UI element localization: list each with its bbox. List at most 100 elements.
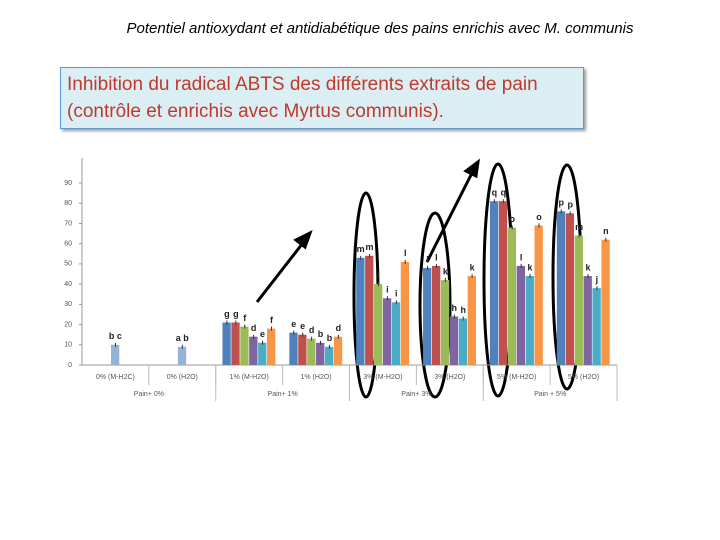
significance-letter: l <box>520 252 523 262</box>
bar <box>324 346 334 365</box>
bar <box>298 334 307 365</box>
significance-letter: e <box>300 321 305 331</box>
significance-letter: p <box>567 200 573 210</box>
significance-letter: m <box>357 244 365 254</box>
significance-letter: f <box>270 315 274 325</box>
bar <box>507 227 517 365</box>
y-tick-label: 0 <box>68 362 72 369</box>
x-tick-label: 3% (H2O) <box>434 374 465 381</box>
significance-letter: i <box>377 270 380 280</box>
significance-letter: l <box>404 248 407 258</box>
bar <box>489 201 499 365</box>
significance-letter: l <box>435 252 438 262</box>
x-tick-label: 5% (M-H2O) <box>497 374 536 381</box>
x-tick-label: 1% (M-H2O) <box>230 374 269 381</box>
bar <box>592 288 601 365</box>
bar <box>258 342 267 365</box>
bar <box>289 332 298 365</box>
bar <box>110 344 120 365</box>
significance-letter: k <box>528 262 534 272</box>
significance-letter: i <box>386 285 389 295</box>
group-label: Pain+ 0% <box>134 391 164 398</box>
y-tick-label: 50 <box>64 261 72 268</box>
significance-letter: d <box>251 323 257 333</box>
x-tick-label: 0% (M-H2C) <box>96 374 135 381</box>
significance-letter: k <box>443 266 449 276</box>
bar <box>222 322 231 365</box>
bar <box>249 336 258 365</box>
significance-letter: j <box>595 275 599 285</box>
bar <box>574 235 583 365</box>
significance-letter: q <box>501 188 507 198</box>
bar <box>365 255 374 365</box>
significance-letter: k <box>470 262 476 272</box>
significance-letter: e <box>291 319 296 329</box>
bar <box>356 257 365 365</box>
x-tick-label: 3% (M-H2O) <box>363 374 402 381</box>
x-tick-label: 1% (H2O) <box>301 374 332 381</box>
bar <box>458 318 468 365</box>
arrow-head <box>293 229 313 250</box>
arrow <box>425 168 476 263</box>
significance-letter: o <box>536 212 542 222</box>
significance-letter: i <box>395 289 398 299</box>
significance-letter: n <box>603 226 609 236</box>
significance-letter: d <box>309 325 315 335</box>
y-tick-label: 70 <box>64 220 72 227</box>
bar <box>534 225 543 365</box>
bar <box>177 346 187 365</box>
bar <box>423 267 432 365</box>
group-label: Pain + 5% <box>534 391 566 398</box>
bar <box>431 265 441 365</box>
significance-letter: b <box>327 333 333 343</box>
bar <box>498 201 508 365</box>
bar <box>374 284 383 365</box>
bar <box>316 342 325 365</box>
caption-box: Inhibition du radical ABTS des différent… <box>60 67 584 129</box>
y-tick-label: 30 <box>64 301 72 308</box>
x-tick-label: 5% (H2O) <box>568 374 599 381</box>
significance-letter: f <box>243 313 247 323</box>
y-tick-label: 80 <box>64 200 72 207</box>
significance-letter: b <box>318 329 324 339</box>
bar <box>525 276 534 365</box>
significance-letter: a b <box>176 333 190 343</box>
bar <box>231 322 240 365</box>
slide-title: Potentiel antioxydant et antidiabétique … <box>126 20 634 37</box>
bar <box>267 328 276 365</box>
y-tick-label: 20 <box>64 321 72 328</box>
significance-letter: d <box>336 323 342 333</box>
y-tick-label: 10 <box>64 342 72 349</box>
significance-letter: e <box>260 329 265 339</box>
bar <box>382 298 392 365</box>
bar <box>601 239 610 365</box>
significance-letter: o <box>509 214 515 224</box>
bar <box>391 302 401 365</box>
bar <box>307 338 316 365</box>
bar <box>583 276 592 365</box>
arrow-head <box>463 158 480 179</box>
significance-letter: h <box>460 305 466 315</box>
significance-letter: q <box>492 188 498 198</box>
significance-letter: b c <box>109 331 122 341</box>
group-label: Pain+ 3% <box>401 391 431 398</box>
highlight-oval <box>418 211 452 399</box>
y-tick-label: 60 <box>64 241 72 248</box>
y-tick-label: 40 <box>64 281 72 288</box>
bar <box>449 316 459 365</box>
significance-letter: g <box>233 309 239 319</box>
significance-letter: g <box>224 309 230 319</box>
arrow <box>255 238 308 303</box>
significance-letter: m <box>366 242 374 252</box>
bar <box>565 213 575 365</box>
bar <box>333 336 343 365</box>
bar <box>400 261 410 365</box>
bar <box>556 211 566 365</box>
bar <box>240 326 249 365</box>
significance-letter: m <box>575 222 583 232</box>
y-tick-label: 90 <box>64 180 72 187</box>
bar <box>467 276 476 365</box>
bar <box>516 265 526 365</box>
